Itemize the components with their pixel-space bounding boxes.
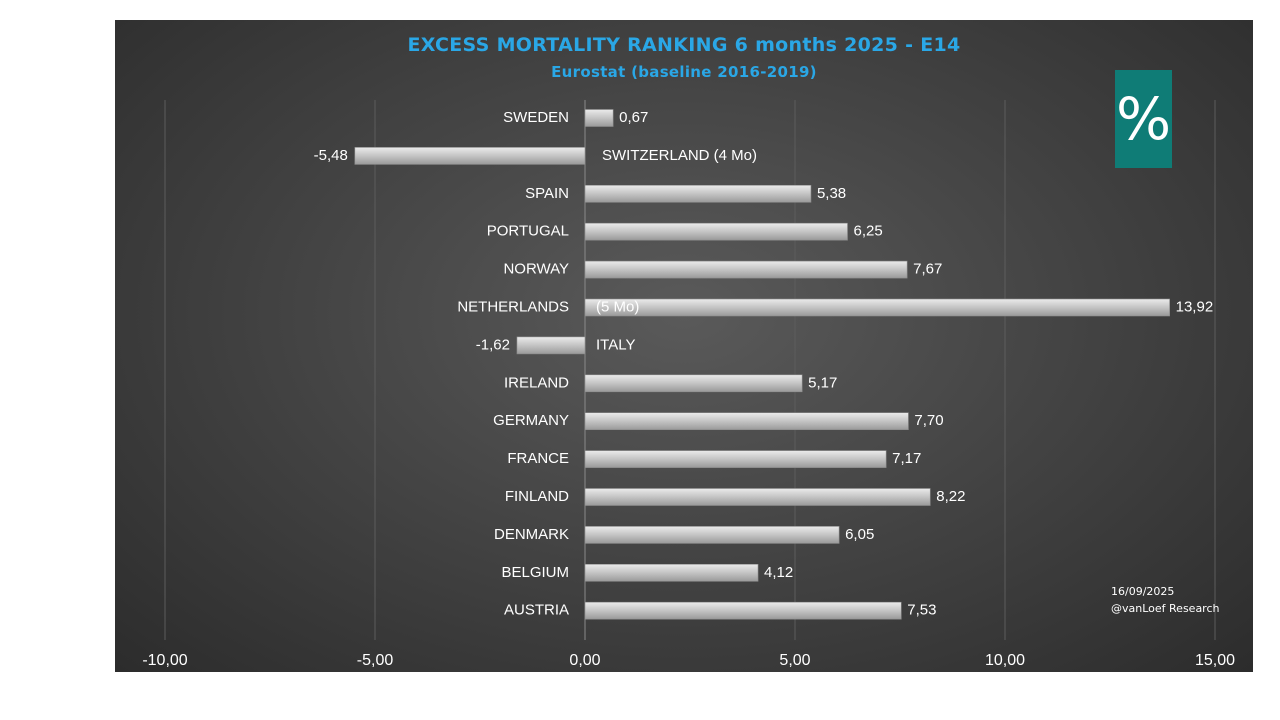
x-tick-label: -5,00 xyxy=(357,652,394,669)
category-label: IRELAND xyxy=(504,374,569,391)
data-label: 7,67 xyxy=(913,261,942,278)
bar xyxy=(354,147,586,165)
bar xyxy=(584,563,759,582)
category-label: FINLAND xyxy=(505,488,569,505)
category-label: GERMANY xyxy=(493,412,569,429)
category-label: DENMARK xyxy=(494,526,569,543)
category-label: AUSTRIA xyxy=(504,602,569,619)
bars xyxy=(354,109,1170,620)
data-label: 5,38 xyxy=(817,185,846,202)
chart-panel: -10,00 -5,00 0,00 5,00 10,00 15,00 0,67 SWEDEN -… xyxy=(115,20,1253,672)
data-label: 7,17 xyxy=(892,450,921,467)
percent-icon: % xyxy=(1115,70,1172,168)
labels: -10,00 -5,00 0,00 5,00 10,00 15,00 0,67 SWEDEN -… xyxy=(142,109,1235,669)
bar-chart: -10,00 -5,00 0,00 5,00 10,00 15,00 0,67 SWEDEN -… xyxy=(142,100,1235,669)
category-label: PORTUGAL xyxy=(487,223,569,240)
category-label: SPAIN xyxy=(525,185,569,202)
data-label: 8,22 xyxy=(936,488,965,505)
data-label: -5,48 xyxy=(314,147,348,164)
category-label: NORWAY xyxy=(503,261,569,278)
grid-lines xyxy=(164,100,1216,640)
chart-subtitle: Eurostat (baseline 2016-2019) xyxy=(551,63,817,81)
x-tick-label: -10,00 xyxy=(142,652,187,669)
bar xyxy=(584,526,840,544)
data-label: -1,62 xyxy=(476,336,510,353)
credit-date: 16/09/2025 xyxy=(1111,585,1175,598)
bar xyxy=(584,222,848,241)
bar xyxy=(584,450,887,468)
x-tick-label: 10,00 xyxy=(985,652,1025,669)
data-label: 7,53 xyxy=(907,602,936,619)
x-tick-label: 15,00 xyxy=(1195,652,1235,669)
chart-title: EXCESS MORTALITY RANKING 6 months 2025 -… xyxy=(407,34,961,56)
data-label: 6,05 xyxy=(845,526,874,543)
bar xyxy=(584,374,803,393)
bar xyxy=(584,260,908,279)
category-label: FRANCE xyxy=(507,450,569,467)
category-label: SWEDEN xyxy=(503,109,569,126)
inner-label: ITALY xyxy=(596,336,635,353)
data-label: 6,25 xyxy=(854,223,883,240)
category-label: NETHERLANDS xyxy=(457,298,569,315)
bar xyxy=(584,185,812,203)
bar xyxy=(584,601,902,620)
x-tick-label: 5,00 xyxy=(779,652,810,669)
inner-label: SWITZERLAND (4 Mo) xyxy=(602,147,757,164)
data-label: 4,12 xyxy=(764,564,793,581)
bar xyxy=(584,298,1170,317)
bar xyxy=(516,336,586,355)
bar xyxy=(584,412,909,431)
credit-author: @vanLoef Research xyxy=(1111,602,1220,615)
category-label: BELGIUM xyxy=(501,564,569,581)
x-tick-label: 0,00 xyxy=(569,652,600,669)
data-label: 13,92 xyxy=(1176,298,1214,315)
bar xyxy=(584,109,614,127)
bar xyxy=(584,488,931,506)
data-label: 7,70 xyxy=(914,412,943,429)
data-label: 0,67 xyxy=(619,109,648,126)
inner-label: (5 Mo) xyxy=(596,298,639,315)
data-label: 5,17 xyxy=(808,374,837,391)
